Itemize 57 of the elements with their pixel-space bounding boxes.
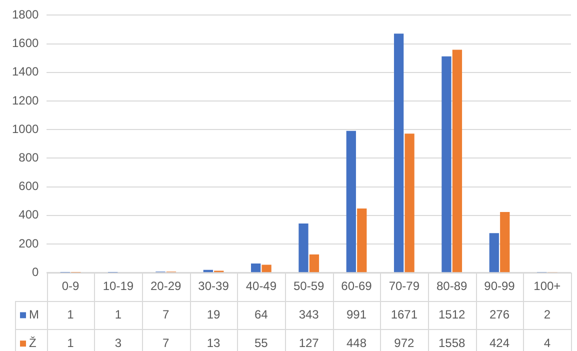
bar: [250, 263, 261, 272]
bar: [404, 134, 414, 272]
data-label: 991: [346, 308, 367, 322]
data-label: 1: [114, 308, 122, 322]
y-tick-label: 800: [18, 150, 40, 165]
data-label: 19: [206, 308, 221, 322]
y-tick-label: 1000: [12, 122, 40, 136]
bar: [262, 264, 272, 272]
bar: [500, 212, 510, 272]
bar: [298, 224, 308, 272]
data-label: 7: [162, 308, 170, 322]
data-label: 3: [114, 336, 122, 350]
bar: [309, 254, 320, 272]
x-tick-label: 50-59: [293, 279, 325, 294]
legend-label: Ž: [29, 336, 36, 350]
x-tick-label: 100+: [534, 279, 561, 294]
y-tick-label: 1600: [12, 36, 40, 50]
data-label: 343: [298, 308, 320, 322]
data-label: 1512: [438, 308, 466, 322]
y-tick-label: 1400: [12, 64, 40, 79]
data-label: 7: [162, 336, 170, 350]
data-label: 1558: [438, 336, 466, 350]
x-tick-label: 80-89: [436, 279, 468, 294]
data-label: 276: [489, 308, 510, 322]
data-label: 448: [346, 336, 367, 350]
bar: [442, 56, 452, 272]
x-tick-label: 20-29: [150, 279, 182, 294]
bar: [346, 130, 356, 272]
x-tick-label: 40-49: [246, 279, 277, 294]
data-label: 1671: [390, 308, 418, 322]
x-tick-label: 70-79: [388, 279, 420, 294]
bar: [489, 233, 499, 272]
data-label: 4: [544, 336, 551, 350]
data-label: 64: [254, 308, 268, 322]
y-tick-label: 600: [18, 179, 40, 194]
data-label: 972: [394, 336, 415, 350]
data-label: 424: [489, 336, 510, 350]
data-label: 2: [544, 308, 551, 322]
x-tick-label: 90-99: [484, 279, 516, 294]
y-tick-label: 400: [18, 208, 40, 222]
bar: [357, 208, 367, 272]
data-label: 55: [254, 336, 268, 350]
y-tick-label: 0: [32, 264, 40, 279]
y-tick-label: 1200: [12, 93, 40, 108]
x-tick-label: 30-39: [198, 279, 230, 294]
x-tick-label: 10-19: [102, 279, 134, 294]
x-tick-label: 60-69: [341, 279, 372, 294]
x-tick-label: 0-9: [62, 279, 80, 294]
bar: [394, 34, 404, 272]
data-label: 1: [67, 336, 74, 350]
data-label: 127: [298, 336, 320, 350]
y-tick-label: 200: [18, 236, 40, 250]
legend-label: M: [29, 308, 39, 322]
data-label: 1: [67, 308, 74, 322]
bar: [452, 50, 462, 272]
data-label: 13: [206, 336, 221, 350]
y-tick-label: 1800: [12, 8, 40, 22]
